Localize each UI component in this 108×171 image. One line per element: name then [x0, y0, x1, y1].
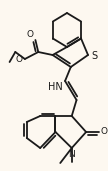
Text: O: O	[100, 128, 107, 136]
Text: N: N	[68, 150, 75, 159]
Text: S: S	[92, 51, 98, 61]
Text: O: O	[26, 30, 33, 39]
Text: HN: HN	[48, 82, 63, 92]
Text: O: O	[15, 55, 22, 63]
